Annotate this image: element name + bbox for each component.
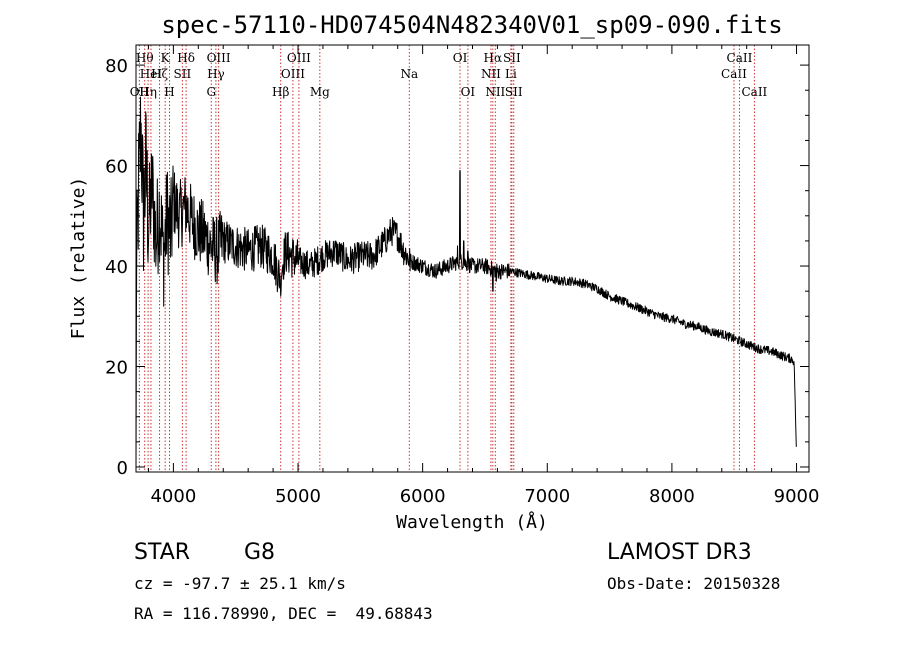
x-tick-label: 5000 — [275, 486, 321, 507]
y-tick-label: 40 — [105, 257, 128, 278]
spectral-line-label: Hθ — [136, 51, 154, 65]
survey-name: LAMOST DR3 — [607, 540, 752, 565]
x-tick-label: 9000 — [774, 486, 820, 507]
spectral-line-label: Li — [505, 67, 517, 81]
x-tick-label: 4000 — [150, 486, 196, 507]
spectral-line-label: SII — [505, 85, 523, 99]
spectral-line-label: Hη — [139, 85, 157, 99]
obs-date-line: Obs-Date: 20150328 — [607, 574, 780, 593]
spectral-line-label: Hα — [484, 51, 503, 65]
x-tick-label: 7000 — [524, 486, 570, 507]
spectrum-layer — [135, 96, 797, 468]
x-tick-label: 6000 — [400, 486, 446, 507]
spectral-line-label: G — [206, 85, 216, 99]
spectral-line-label: SII — [503, 51, 521, 65]
spectral-line-label: Hβ — [272, 85, 289, 99]
y-tick-label: 80 — [105, 56, 128, 77]
spectral-line-label: Hγ — [207, 67, 225, 81]
spectral-line-label: Hζ — [151, 67, 168, 81]
spectral-line-label: OIII — [287, 51, 311, 65]
spectral-line-label: Mg — [310, 85, 330, 99]
spectral-line-label: OI — [461, 85, 476, 99]
spectral-line-label: OI — [453, 51, 468, 65]
object-type: STAR — [134, 540, 190, 565]
spectral-line-label: NII — [481, 67, 501, 81]
object-subclass: G8 — [244, 540, 275, 565]
x-tick-label: 8000 — [649, 486, 695, 507]
spectral-line-label: OIII — [281, 67, 305, 81]
axis-ticks-layer: 4000 5000 6000 7000 8000 9000 0 20 40 60 80 — [105, 45, 819, 507]
spectral-line-label: K — [161, 51, 171, 65]
spectral-line-label: CaII — [727, 51, 753, 65]
spectral-line-label: NII — [485, 85, 505, 99]
y-tick-label: 0 — [117, 458, 128, 479]
y-tick-label: 60 — [105, 157, 128, 178]
spectral-line-label: Hδ — [177, 51, 195, 65]
spectral-line-label: H — [164, 85, 174, 99]
spectral-line-label: CaII — [741, 85, 767, 99]
spectral-line-label: CaII — [721, 67, 747, 81]
ra-dec-line: RA = 116.78990, DEC = 49.68843 — [134, 604, 433, 623]
y-tick-label: 20 — [105, 358, 128, 379]
y-axis-label: Flux (relative) — [68, 177, 89, 340]
spectrum-series-line — [135, 96, 797, 468]
spectral-line-label: Na — [400, 67, 418, 81]
spectral-line-label: SII — [174, 67, 192, 81]
redshift-line: cz = -97.7 ± 25.1 km/s — [134, 574, 346, 593]
chart-title: spec-57110-HD074504N482340V01_sp09-090.f… — [161, 11, 782, 39]
spectral-line-label: HeI — [140, 67, 163, 81]
x-axis-label: Wavelength (Å) — [396, 511, 548, 533]
spectral-line-label: OIII — [207, 51, 231, 65]
